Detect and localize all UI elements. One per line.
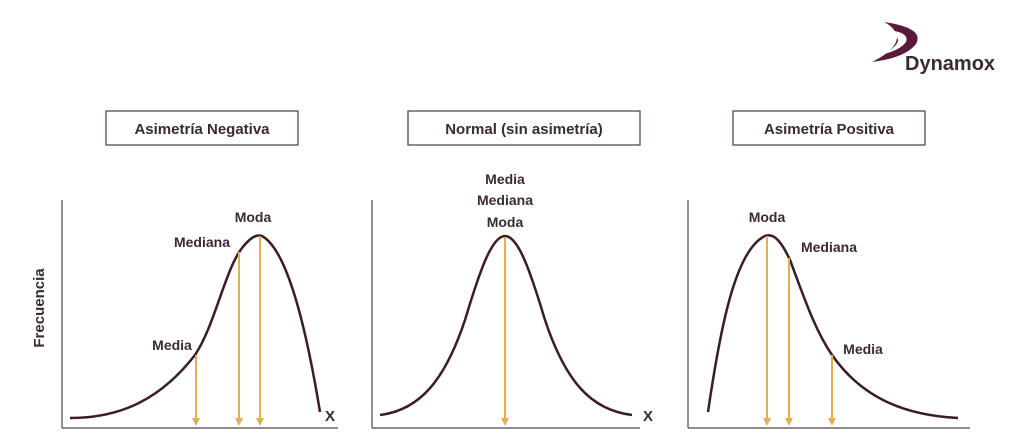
- panel-negative-skew: Asimetría Negativa Media Mediana Moda X: [61, 110, 338, 429]
- panel-title: Normal (sin asimetría): [445, 121, 603, 138]
- panel-normal: Normal (sin asimetría) Media Mediana Mod…: [371, 110, 653, 429]
- dynamox-logo: Dynamox: [872, 22, 995, 75]
- moda-label: Moda: [487, 214, 524, 230]
- moda-label: Moda: [235, 209, 272, 225]
- media-label: Media: [485, 171, 525, 187]
- title-box: [105, 110, 299, 146]
- mediana-label: Mediana: [801, 239, 857, 255]
- title-box: [732, 110, 926, 146]
- brand-name: Dynamox: [905, 53, 995, 75]
- media-label: Media: [843, 341, 883, 357]
- panel-title: Asimetría Positiva: [764, 121, 895, 138]
- media-label: Media: [152, 337, 192, 353]
- distribution-curve: [706, 234, 959, 420]
- y-axis-label: Frecuencia: [31, 268, 48, 348]
- panel-positive-skew: Asimetría Positiva Moda Mediana Media: [687, 110, 970, 429]
- x-axis-label: X: [643, 408, 653, 425]
- mediana-label: Mediana: [174, 234, 230, 250]
- moda-label: Moda: [749, 209, 786, 225]
- title-box: [407, 110, 641, 146]
- distribution-curve: [379, 234, 633, 417]
- distribution-curve: [69, 234, 322, 420]
- mediana-label: Mediana: [477, 192, 533, 208]
- panel-title: Asimetría Negativa: [134, 121, 270, 138]
- logo-swoosh-icon: [872, 22, 918, 62]
- x-axis-label: X: [325, 408, 335, 425]
